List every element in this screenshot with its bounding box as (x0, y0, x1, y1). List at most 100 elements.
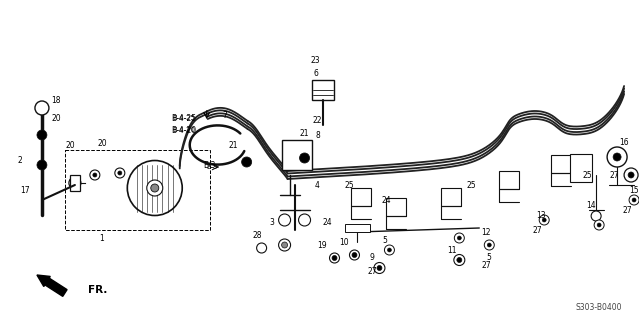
Circle shape (352, 252, 357, 258)
Circle shape (37, 160, 47, 170)
Circle shape (349, 250, 360, 260)
Circle shape (147, 180, 163, 196)
FancyArrow shape (37, 275, 67, 296)
Text: 27: 27 (622, 205, 632, 214)
Text: B-4-25: B-4-25 (171, 114, 196, 123)
Text: 18: 18 (51, 95, 61, 105)
Text: 10: 10 (340, 237, 349, 246)
Circle shape (385, 245, 394, 255)
Circle shape (278, 214, 291, 226)
Bar (387, 198, 406, 216)
Circle shape (624, 168, 638, 182)
Circle shape (242, 157, 252, 167)
Text: 27: 27 (609, 171, 619, 180)
Ellipse shape (127, 161, 182, 215)
Circle shape (37, 130, 47, 140)
Circle shape (115, 168, 125, 178)
Circle shape (282, 242, 287, 248)
Text: 14: 14 (586, 201, 596, 210)
Text: 23: 23 (311, 55, 321, 65)
Circle shape (540, 215, 549, 225)
Circle shape (35, 101, 49, 115)
Bar (282, 140, 312, 170)
Bar (312, 80, 333, 100)
Circle shape (90, 170, 100, 180)
Text: S303-B0400: S303-B0400 (576, 303, 622, 313)
Text: E-3: E-3 (207, 164, 218, 170)
Circle shape (628, 172, 634, 178)
Text: 21: 21 (229, 140, 239, 149)
Circle shape (457, 258, 462, 262)
Text: 27: 27 (532, 226, 542, 235)
Circle shape (278, 239, 291, 251)
Text: 27: 27 (367, 268, 377, 276)
Text: 6: 6 (313, 68, 318, 77)
Text: 21: 21 (300, 129, 309, 138)
Text: 4: 4 (315, 180, 320, 189)
Circle shape (632, 198, 636, 202)
Text: 24: 24 (381, 196, 391, 204)
Bar (351, 188, 371, 206)
Text: 19: 19 (317, 241, 326, 250)
Text: 1: 1 (99, 234, 104, 243)
Circle shape (597, 223, 601, 227)
Text: 16: 16 (620, 138, 629, 147)
Circle shape (484, 240, 494, 250)
Text: 11: 11 (447, 245, 457, 254)
Circle shape (591, 211, 601, 221)
Circle shape (257, 243, 267, 253)
Text: 5: 5 (382, 236, 387, 244)
Text: 9: 9 (369, 253, 374, 262)
Circle shape (629, 195, 639, 205)
Bar (551, 155, 571, 173)
Text: 13: 13 (536, 211, 546, 220)
Circle shape (458, 236, 461, 240)
Circle shape (151, 184, 159, 192)
Text: 15: 15 (629, 186, 639, 195)
Bar (442, 188, 461, 206)
Bar (65, 150, 210, 230)
Bar (499, 171, 519, 189)
Text: 12: 12 (481, 228, 491, 236)
Text: 25: 25 (582, 171, 592, 180)
Circle shape (299, 214, 310, 226)
Bar (70, 175, 80, 191)
Text: 20: 20 (65, 140, 75, 149)
Text: 25: 25 (467, 180, 476, 189)
Text: 3: 3 (269, 218, 274, 227)
Text: E-3: E-3 (204, 161, 216, 170)
Text: FR.: FR. (88, 285, 108, 295)
Circle shape (300, 153, 310, 163)
Text: 8: 8 (315, 131, 320, 140)
Circle shape (118, 171, 122, 175)
Circle shape (93, 173, 97, 177)
Circle shape (487, 243, 492, 247)
Text: 25: 25 (345, 180, 355, 189)
Text: 2: 2 (17, 156, 22, 164)
Circle shape (542, 218, 546, 222)
Circle shape (594, 220, 604, 230)
Text: 20: 20 (97, 139, 107, 148)
Text: 7: 7 (222, 110, 227, 119)
Text: B-4-20: B-4-20 (171, 125, 196, 134)
Text: 28: 28 (253, 230, 262, 239)
Text: 17: 17 (20, 186, 30, 195)
Text: 20: 20 (51, 114, 61, 123)
Text: 24: 24 (323, 218, 332, 227)
Circle shape (374, 262, 385, 274)
Text: 22: 22 (313, 116, 323, 124)
Circle shape (454, 233, 464, 243)
Circle shape (377, 266, 382, 270)
Text: 26: 26 (300, 154, 309, 163)
Text: 27: 27 (481, 260, 491, 269)
Text: B-4-25: B-4-25 (172, 115, 195, 121)
Bar (570, 154, 592, 182)
Circle shape (387, 248, 392, 252)
Circle shape (69, 177, 81, 189)
Text: 5: 5 (487, 253, 492, 262)
Circle shape (330, 253, 339, 263)
Circle shape (454, 254, 465, 266)
Circle shape (332, 255, 337, 260)
Text: B-4-20: B-4-20 (172, 127, 195, 133)
Circle shape (613, 153, 621, 161)
